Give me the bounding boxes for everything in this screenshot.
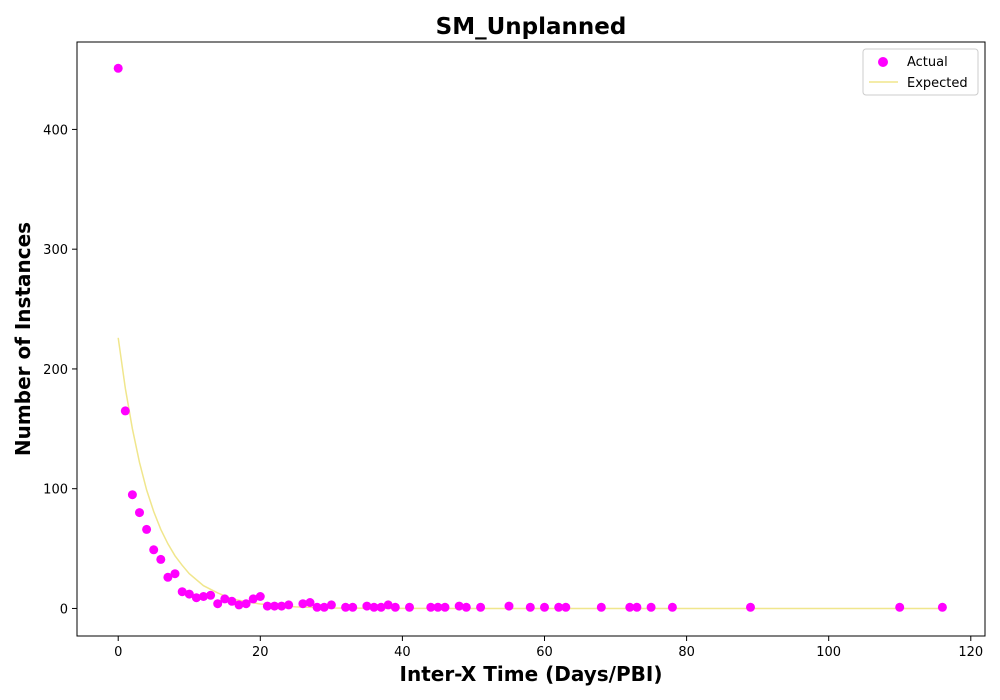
actual-point bbox=[440, 602, 450, 612]
y-axis-ticks: 0 100 200 300 400 bbox=[43, 123, 77, 617]
actual-point bbox=[390, 602, 400, 612]
actual-point bbox=[646, 602, 656, 612]
actual-point bbox=[142, 524, 152, 534]
y-tick-label: 400 bbox=[43, 123, 68, 138]
actual-point bbox=[199, 592, 208, 601]
actual-point bbox=[120, 406, 130, 416]
x-tick-label: 80 bbox=[678, 645, 695, 660]
actual-point bbox=[248, 594, 258, 604]
legend: Actual Expected bbox=[862, 48, 979, 96]
legend-actual-label: Actual bbox=[907, 55, 948, 70]
actual-point bbox=[113, 63, 123, 73]
actual-point bbox=[319, 602, 329, 612]
legend-expected-label: Expected bbox=[907, 76, 968, 91]
y-tick-label: 100 bbox=[43, 483, 68, 498]
actual-point bbox=[540, 602, 549, 612]
actual-point bbox=[895, 602, 905, 612]
y-tick-label: 0 bbox=[60, 602, 68, 617]
actual-point bbox=[937, 602, 947, 612]
actual-point bbox=[383, 600, 393, 610]
actual-point bbox=[227, 596, 237, 606]
actual-point bbox=[433, 602, 443, 612]
actual-series-points bbox=[113, 63, 947, 612]
actual-point bbox=[362, 601, 372, 611]
actual-point bbox=[476, 602, 486, 612]
expected-series-line bbox=[117, 337, 943, 610]
actual-point bbox=[554, 602, 564, 612]
x-tick-label: 120 bbox=[958, 645, 983, 660]
actual-point bbox=[270, 601, 279, 611]
actual-point bbox=[348, 602, 358, 612]
actual-point bbox=[405, 602, 414, 612]
actual-point bbox=[135, 508, 144, 518]
x-axis-ticks: 0 20 40 60 80 100 120 bbox=[114, 636, 983, 660]
legend-box bbox=[862, 48, 979, 96]
actual-point bbox=[461, 602, 471, 612]
actual-point bbox=[213, 599, 223, 609]
actual-point bbox=[305, 598, 315, 607]
chart-title: SM_Unplanned bbox=[436, 14, 627, 40]
actual-point bbox=[312, 602, 322, 612]
actual-point bbox=[241, 599, 251, 609]
actual-point bbox=[149, 545, 159, 555]
actual-point bbox=[184, 589, 194, 599]
actual-point bbox=[369, 602, 379, 612]
actual-point bbox=[163, 572, 173, 582]
y-axis-title: Number of Instances bbox=[11, 222, 35, 456]
expected-line bbox=[117, 337, 943, 610]
actual-point bbox=[220, 594, 230, 604]
actual-point bbox=[525, 602, 535, 612]
actual-point bbox=[625, 602, 635, 612]
actual-point bbox=[504, 601, 514, 611]
plot-area bbox=[76, 41, 986, 637]
actual-point bbox=[170, 569, 180, 579]
x-tick-label: 60 bbox=[536, 645, 553, 660]
actual-point bbox=[206, 590, 216, 600]
actual-point bbox=[426, 602, 436, 612]
actual-point bbox=[326, 600, 336, 610]
actual-point bbox=[277, 601, 287, 611]
actual-point bbox=[298, 599, 308, 609]
actual-point bbox=[746, 602, 755, 612]
actual-point bbox=[234, 600, 244, 610]
actual-point bbox=[632, 602, 642, 612]
actual-point bbox=[376, 602, 386, 612]
actual-point bbox=[596, 602, 606, 612]
actual-point bbox=[255, 592, 265, 601]
actual-point bbox=[454, 601, 464, 611]
x-axis-title: Inter-X Time (Days/PBI) bbox=[400, 662, 663, 686]
actual-point bbox=[127, 490, 137, 500]
actual-point bbox=[561, 602, 571, 612]
actual-point bbox=[284, 600, 294, 610]
y-tick-label: 200 bbox=[43, 363, 68, 378]
actual-point bbox=[191, 593, 201, 603]
x-tick-label: 40 bbox=[394, 645, 411, 660]
actual-point bbox=[667, 602, 677, 612]
legend-actual-marker bbox=[878, 57, 888, 67]
actual-point bbox=[262, 601, 272, 611]
actual-point bbox=[177, 587, 187, 597]
actual-point bbox=[156, 554, 166, 564]
x-tick-label: 0 bbox=[114, 645, 122, 660]
actual-point bbox=[341, 602, 351, 612]
x-tick-label: 100 bbox=[816, 645, 841, 660]
x-tick-label: 20 bbox=[252, 645, 269, 660]
y-tick-label: 300 bbox=[43, 243, 68, 258]
